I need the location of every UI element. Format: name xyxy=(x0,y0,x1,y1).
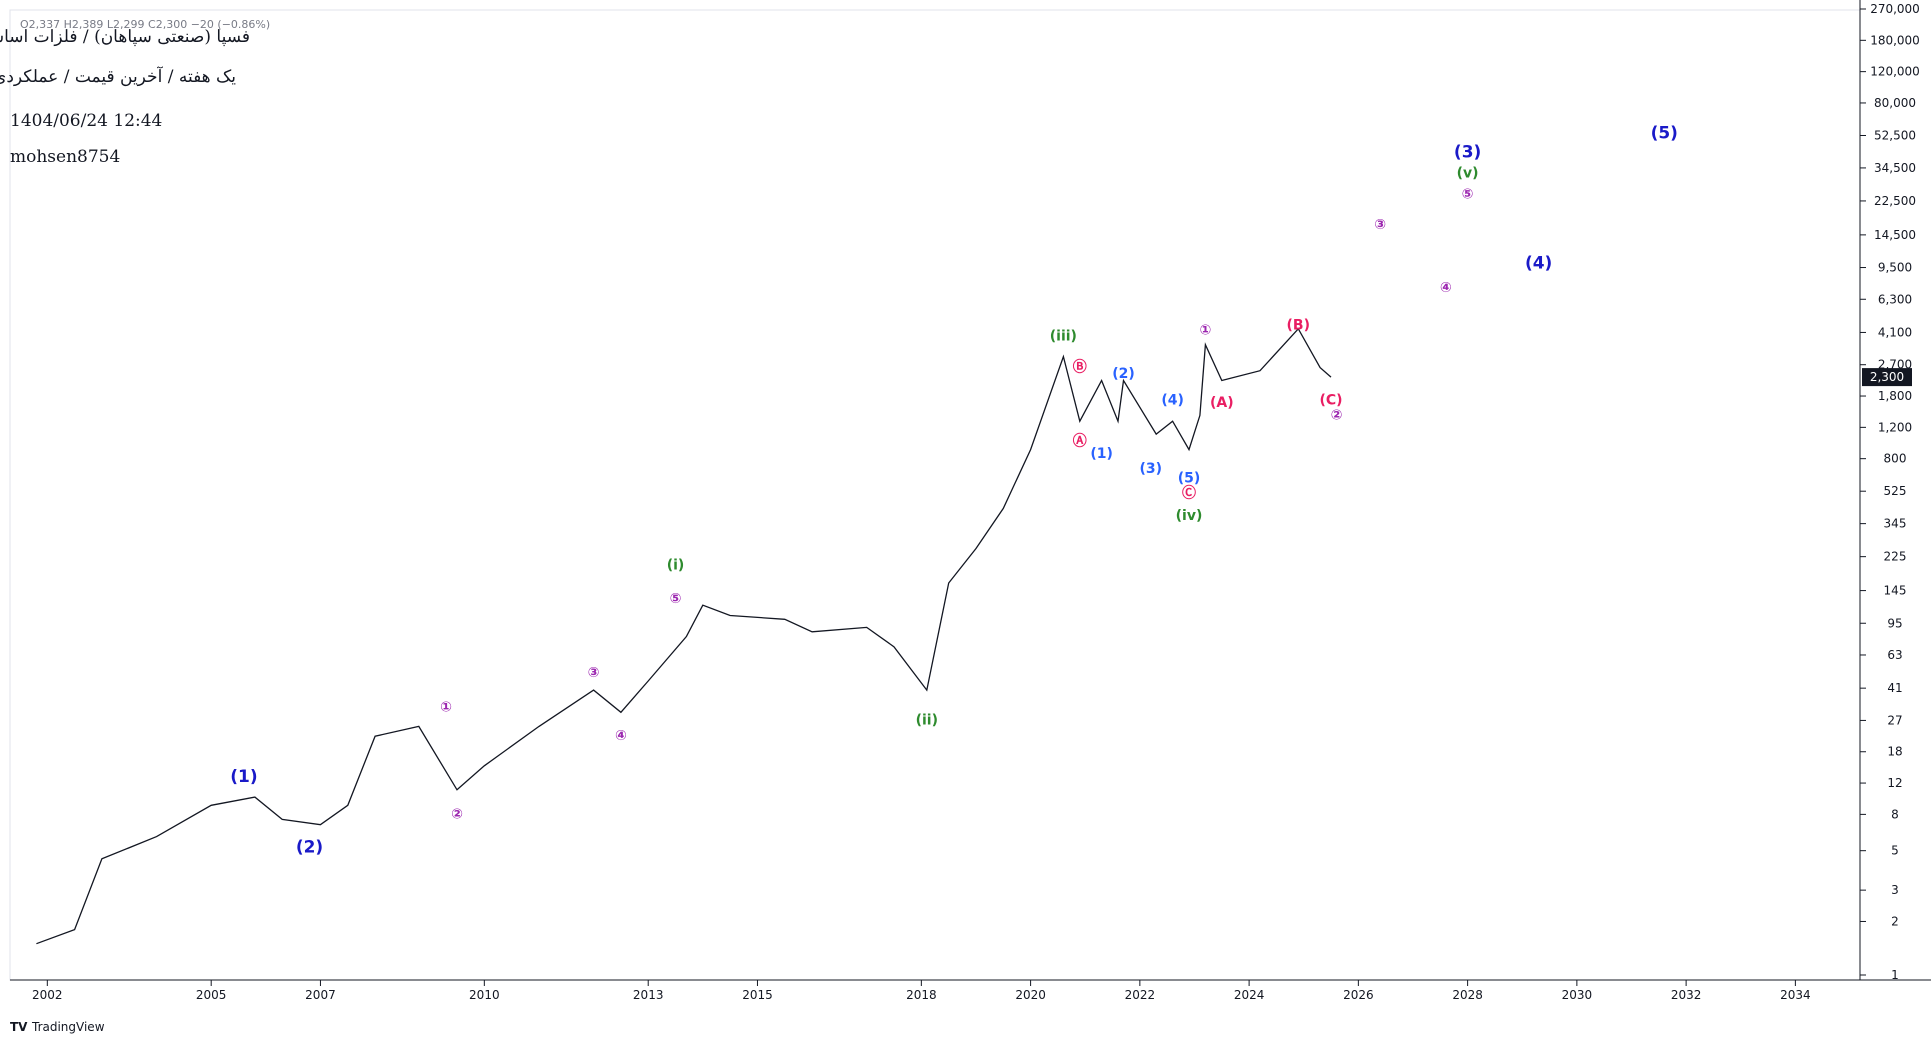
y-tick-label: 270,000 xyxy=(1870,2,1920,16)
wave-label: (1) xyxy=(230,767,257,787)
y-tick-label: 14,500 xyxy=(1874,228,1916,242)
y-tick-label: 3 xyxy=(1891,883,1899,897)
y-tick-label: 41 xyxy=(1887,681,1902,695)
ohlc: O2,337 H2,389 L2,299 C2,300 −20 (−0.86%) xyxy=(20,18,270,31)
wave-label: ③ xyxy=(588,665,600,681)
wave-label: (2) xyxy=(296,838,323,858)
wave-label: (ii) xyxy=(916,712,938,728)
wave-label: ① xyxy=(1199,323,1211,339)
x-tick-label: 2005 xyxy=(196,988,227,1002)
y-tick-label: 1 xyxy=(1891,968,1899,982)
wave-label: (3) xyxy=(1140,461,1163,477)
price-line xyxy=(36,327,1332,945)
wave-label: (C) xyxy=(1320,392,1343,408)
y-tick-label: 12 xyxy=(1887,776,1902,790)
last-price-box xyxy=(1862,368,1912,387)
chart-title: فسپا (صنعتی سپاهان) / فلزات اساسی xyxy=(0,27,250,47)
plot-frame xyxy=(9,9,1861,981)
x-tick-label: 2028 xyxy=(1452,988,1483,1002)
y-tick-label: 345 xyxy=(1884,517,1907,531)
wave-label: Ⓐ xyxy=(1073,432,1087,449)
y-tick-label: 18 xyxy=(1887,745,1902,759)
x-tick-label: 2010 xyxy=(469,988,500,1002)
wave-label: ③ xyxy=(1374,217,1386,233)
y-tick-label: 525 xyxy=(1884,484,1907,498)
y-tick-label: 22,500 xyxy=(1874,194,1916,208)
wave-label: (3) xyxy=(1454,143,1481,163)
y-tick-label: 8 xyxy=(1891,807,1899,821)
y-tick-label: 1,200 xyxy=(1878,420,1912,434)
wave-label: ① xyxy=(440,699,452,715)
wave-label: ④ xyxy=(1440,280,1452,296)
y-tick-label: 225 xyxy=(1884,550,1907,564)
y-tick-label: 27 xyxy=(1887,713,1902,727)
wave-label: ② xyxy=(1331,407,1343,423)
wave-label: Ⓑ xyxy=(1073,359,1087,376)
x-tick-label: 2007 xyxy=(305,988,336,1002)
y-tick-label: 95 xyxy=(1887,616,1902,630)
y-tick-label: 5 xyxy=(1891,844,1899,858)
wave-label: (2) xyxy=(1112,366,1135,382)
y-tick-label: 6,300 xyxy=(1878,292,1912,306)
chart-subtitle: یک هفته / آخرین قیمت / عملکردی xyxy=(0,65,236,87)
x-tick-label: 2026 xyxy=(1343,988,1374,1002)
y-tick-label: 800 xyxy=(1884,452,1907,466)
wave-label: (v) xyxy=(1457,166,1479,182)
x-tick-label: 2020 xyxy=(1015,988,1046,1002)
wave-label: (5) xyxy=(1178,470,1201,486)
y-tick-label: 9,500 xyxy=(1878,261,1912,275)
wave-label: ⑤ xyxy=(670,591,682,607)
y-tick-label: 34,500 xyxy=(1874,161,1916,175)
author: mohsen8754 xyxy=(10,147,120,167)
wave-label: (4) xyxy=(1161,392,1184,408)
wave-label: Ⓒ xyxy=(1182,484,1196,501)
x-tick-label: 2024 xyxy=(1234,988,1265,1002)
wave-label: (iv) xyxy=(1176,508,1203,524)
wave-label: ⑤ xyxy=(1462,186,1474,202)
wave-label: (B) xyxy=(1287,317,1310,333)
y-tick-label: 80,000 xyxy=(1874,96,1916,110)
y-tick-label: 180,000 xyxy=(1870,33,1920,47)
x-tick-label: 2030 xyxy=(1562,988,1593,1002)
wave-label: (iii) xyxy=(1050,328,1077,344)
x-tick-label: 2015 xyxy=(742,988,773,1002)
x-tick-label: 2034 xyxy=(1780,988,1811,1002)
wave-label: ④ xyxy=(615,728,627,744)
brand: TradingView xyxy=(31,1020,105,1034)
x-tick-label: 2013 xyxy=(633,988,664,1002)
y-tick-label: 120,000 xyxy=(1870,65,1920,79)
y-tick-label: 52,500 xyxy=(1874,128,1916,142)
wave-label: (1) xyxy=(1090,446,1113,462)
y-tick-label: 2 xyxy=(1891,914,1899,928)
y-tick-label: 4,100 xyxy=(1878,325,1912,339)
y-tick-label: 1,800 xyxy=(1878,389,1912,403)
x-tick-label: 2022 xyxy=(1125,988,1156,1002)
wave-label: (A) xyxy=(1210,395,1234,411)
y-tick-label: 145 xyxy=(1884,584,1907,598)
brand-logo: TV xyxy=(10,1020,28,1034)
wave-label: (4) xyxy=(1525,254,1552,274)
x-tick-label: 2032 xyxy=(1671,988,1702,1002)
x-tick-label: 2002 xyxy=(32,988,63,1002)
date: 1404/06/24 12:44 xyxy=(10,111,162,131)
x-tick-label: 2018 xyxy=(906,988,937,1002)
wave-label: (5) xyxy=(1651,123,1678,143)
last-price-label: 2,300 xyxy=(1870,370,1904,384)
wave-label: (i) xyxy=(667,558,685,574)
y-tick-label: 63 xyxy=(1887,648,1902,662)
wave-label: ② xyxy=(451,806,463,822)
